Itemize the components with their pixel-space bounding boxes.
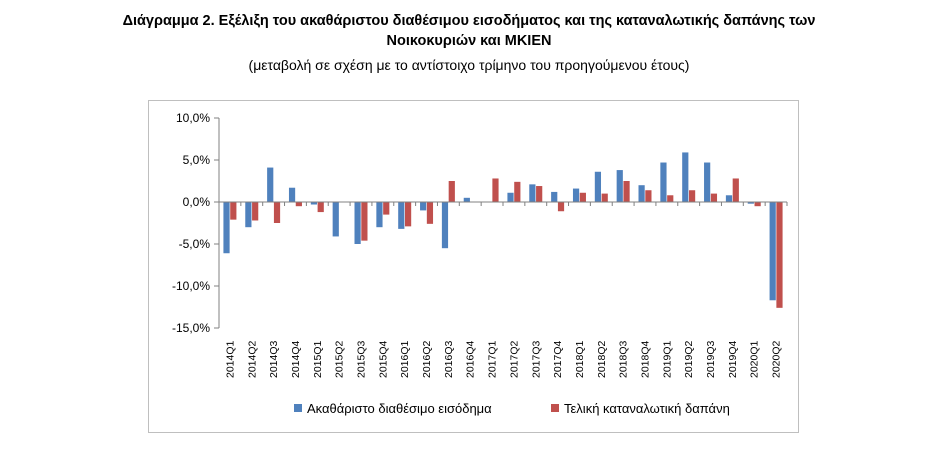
- x-tick-label: 2017Q2: [508, 340, 520, 378]
- bar-consumption-2016Q2: [426, 202, 434, 224]
- bar-consumption-2015Q4: [383, 202, 390, 215]
- bar-income-2020Q2: [769, 202, 776, 301]
- bar-consumption-2018Q1: [579, 192, 586, 202]
- bar-income-2016Q4: [463, 197, 470, 202]
- bar-consumption-2014Q3: [273, 202, 281, 223]
- x-tick-label: 2014Q4: [290, 340, 302, 378]
- x-tick-label: 2018Q1: [574, 340, 586, 378]
- bar-consumption-2019Q4: [732, 178, 739, 202]
- bar-consumption-2015Q1: [317, 202, 324, 213]
- bar-consumption-2015Q3: [361, 202, 368, 241]
- bar-income-2015Q3: [354, 202, 361, 244]
- bar-income-2018Q2: [594, 171, 602, 202]
- bar-consumption-2020Q2: [776, 202, 783, 308]
- bar-income-2014Q2: [245, 202, 252, 228]
- bar-income-2018Q3: [616, 170, 623, 202]
- bar-income-2019Q1: [660, 162, 667, 202]
- y-tick-label: 0,0%: [183, 195, 211, 209]
- chart-title-line-2: Νοικοκυριών και ΜΚΙΕΝ: [386, 33, 552, 49]
- bar-income-2016Q3: [441, 202, 449, 249]
- bar-income-2019Q4: [725, 195, 733, 202]
- bar-income-2017Q3: [529, 184, 536, 202]
- bar-consumption-2017Q2: [514, 181, 521, 202]
- x-tick-label: 2014Q3: [268, 340, 280, 378]
- bar-consumption-2017Q3: [536, 186, 543, 202]
- x-tick-label: 2019Q2: [683, 340, 695, 378]
- bar-consumption-2019Q3: [710, 193, 718, 202]
- legend-swatch-income: [294, 404, 302, 412]
- axes-group: [214, 117, 788, 329]
- x-tick-label: 2019Q4: [727, 340, 739, 378]
- bar-income-2015Q4: [376, 202, 383, 228]
- bars-group: [223, 152, 783, 308]
- y-tick-label: -15,0%: [172, 321, 210, 335]
- legend-swatch-consumption: [551, 404, 559, 412]
- bar-income-2016Q2: [420, 202, 427, 211]
- bar-consumption-2017Q1: [492, 178, 499, 202]
- x-tick-label: 2018Q3: [618, 340, 630, 378]
- x-tick-label: 2020Q1: [749, 340, 761, 378]
- x-tick-label: 2017Q1: [487, 340, 499, 378]
- legend-label-income: Ακαθάριστο διαθέσιμο εισόδημα: [307, 401, 492, 416]
- legend: Ακαθάριστο διαθέσιμο εισόδημα Τελική κατα…: [294, 401, 730, 416]
- x-tick-label: 2019Q3: [705, 340, 717, 378]
- x-tick-label: 2016Q2: [421, 340, 433, 378]
- bar-income-2017Q4: [551, 191, 558, 202]
- x-tick-label: 2015Q2: [334, 340, 346, 378]
- x-axis-tick-labels: 2014Q1 2014Q2 2014Q3 2014Q4 2015Q1 2015Q2 2015…: [224, 340, 782, 378]
- bar-consumption-2020Q1: [754, 202, 761, 207]
- bar-consumption-2014Q2: [252, 202, 259, 221]
- bar-consumption-2019Q1: [667, 195, 674, 202]
- bar-income-2014Q4: [288, 187, 296, 202]
- bar-income-2015Q2: [332, 202, 339, 237]
- x-tick-label: 2018Q4: [640, 340, 652, 378]
- bar-income-2018Q1: [572, 188, 580, 202]
- x-tick-label: 2017Q3: [530, 340, 542, 378]
- y-axis-tick-labels: 10,0% 5,0% 0,0% -5,0% -10,0% -15,0%: [172, 111, 210, 335]
- x-tick-label: 2018Q2: [596, 340, 608, 378]
- bar-income-2016Q1: [398, 202, 405, 229]
- x-tick-label: 2016Q4: [465, 340, 477, 378]
- y-tick-label: 5,0%: [183, 153, 211, 167]
- bar-consumption-2017Q4: [557, 202, 565, 212]
- bar-consumption-2019Q2: [688, 190, 696, 202]
- bar-consumption-2018Q4: [645, 190, 652, 202]
- bar-income-2017Q2: [507, 192, 514, 202]
- bar-income-2019Q2: [682, 152, 689, 202]
- x-tick-label: 2014Q2: [246, 340, 258, 378]
- bar-income-2014Q1: [223, 202, 230, 254]
- bar-income-2015Q1: [310, 202, 318, 205]
- x-tick-label: 2016Q3: [443, 340, 455, 378]
- bar-consumption-2018Q3: [623, 181, 630, 202]
- bar-income-2014Q3: [267, 167, 274, 202]
- x-tick-label: 2020Q2: [771, 340, 783, 378]
- legend-label-consumption: Τελική καταναλωτική δαπάνη: [564, 401, 730, 416]
- bar-income-2018Q4: [638, 185, 645, 202]
- y-tick-label: -5,0%: [179, 237, 211, 251]
- y-tick-label: 10,0%: [176, 111, 210, 125]
- x-tick-label: 2016Q1: [399, 340, 411, 378]
- chart-subtitle: (μεταβολή σε σχέση με το αντίστοιχο τρίμ…: [248, 57, 690, 73]
- y-tick-label: -10,0%: [172, 279, 210, 293]
- bar-consumption-2016Q1: [404, 202, 412, 227]
- bar-consumption-2018Q2: [601, 193, 608, 202]
- bar-consumption-2014Q4: [295, 202, 302, 207]
- bar-consumption-2016Q3: [448, 181, 455, 202]
- x-tick-label: 2015Q3: [356, 340, 368, 378]
- x-tick-label: 2017Q4: [552, 340, 564, 378]
- bar-income-2020Q1: [747, 202, 754, 204]
- x-tick-label: 2015Q1: [312, 340, 324, 378]
- x-tick-label: 2014Q1: [224, 340, 236, 378]
- x-tick-label: 2015Q4: [377, 340, 389, 378]
- x-tick-label: 2019Q1: [661, 340, 673, 378]
- bar-income-2019Q3: [704, 162, 711, 202]
- bar-consumption-2014Q1: [230, 202, 237, 220]
- chart-frame: [148, 100, 799, 433]
- chart-title-line-1: Διάγραμμα 2. Εξέλιξη του ακαθάριστου δια…: [122, 13, 816, 29]
